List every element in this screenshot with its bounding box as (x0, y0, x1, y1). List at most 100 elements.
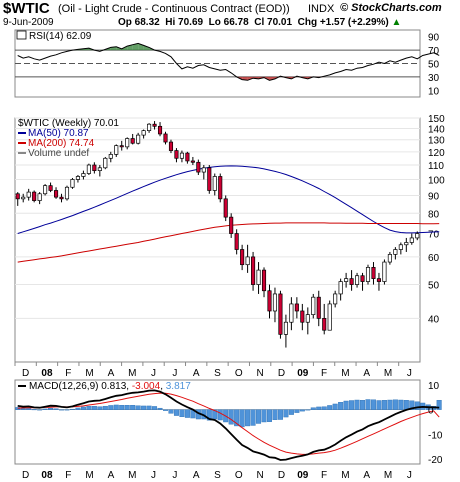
legend-label: MA(200) 74.74 (28, 138, 95, 149)
macd-histogram-bar (173, 409, 179, 416)
macd-histogram-bar (146, 405, 152, 410)
candle-up (108, 154, 113, 159)
x-tick-label: J (407, 368, 412, 379)
candle-down (349, 278, 354, 285)
x-tick-label-bottom: D (22, 470, 29, 481)
candle-down (316, 296, 321, 319)
x-tick-label-bottom: J (407, 470, 412, 481)
x-tick-label: M (128, 368, 136, 379)
candle-down (185, 152, 190, 162)
candle-up (398, 244, 403, 250)
macd-histogram-bar (403, 400, 409, 410)
x-tick-label-bottom: N (257, 470, 264, 481)
x-tick-label: 08 (41, 368, 53, 379)
price-tick-label: 120 (428, 148, 445, 159)
macd-histogram-bar (53, 408, 59, 410)
candle-up (141, 130, 146, 136)
candle-up (97, 167, 102, 171)
candle-up (404, 242, 409, 246)
macd-histogram-bar (398, 399, 404, 410)
candle-down (92, 164, 97, 171)
legend-label: MA(50) 70.87 (28, 128, 89, 139)
macd-histogram-bar (343, 400, 349, 410)
price-tick-label: 80 (428, 209, 440, 220)
brand-logo: © StockCharts.com (340, 2, 442, 14)
price-tick-label: 50 (428, 281, 440, 292)
macd-histogram-bar (37, 409, 43, 411)
candle-up (21, 196, 26, 200)
exchange-label: INDX (308, 3, 335, 15)
macd-tick-label: 0 (428, 406, 434, 417)
candle-down (234, 233, 239, 250)
macd-histogram-bar (299, 409, 305, 412)
price-tick-label: 70 (428, 230, 440, 241)
close-price: Cl 70.01 (254, 17, 293, 28)
macd-title-part: , (160, 381, 166, 392)
candle-down (300, 310, 305, 323)
macd-histogram-bar (370, 399, 376, 410)
macd-histogram-bar (124, 405, 130, 410)
macd-histogram-bar (250, 409, 256, 426)
candle-up (338, 281, 343, 295)
x-tick-label: J (172, 368, 177, 379)
macd-histogram-bar (141, 405, 147, 410)
rsi-line (17, 42, 440, 81)
macd-histogram-bar (239, 409, 245, 428)
candle-up (75, 176, 80, 180)
x-tick-label-bottom: M (85, 470, 93, 481)
price-panel (14, 117, 421, 363)
ticker-symbol: $WTIC (3, 0, 50, 17)
x-tick-label-bottom: F (65, 470, 71, 481)
x-tick-label: O (235, 368, 243, 379)
macd-histogram-bar (217, 409, 223, 421)
macd-histogram-bar (31, 409, 37, 411)
macd-histogram-bar (91, 405, 97, 410)
candle-up (70, 179, 75, 188)
candle-up (327, 303, 332, 331)
x-tick-label-bottom: M (384, 470, 392, 481)
candle-down (261, 269, 267, 292)
rsi-tick-label: 30 (428, 73, 440, 84)
macd-histogram-bar (387, 399, 393, 410)
candle-down (59, 196, 64, 200)
macd-histogram-bar (436, 400, 442, 410)
macd-histogram-bar (327, 405, 333, 410)
open-price: Op 68.32 (118, 17, 160, 28)
candle-down (371, 267, 376, 279)
macd-histogram-bar (42, 408, 48, 410)
candle-down (168, 141, 174, 151)
low-price: Lo 66.78 (208, 17, 249, 28)
candle-up (136, 134, 141, 144)
candle-up (86, 164, 91, 174)
candle-down (218, 176, 223, 200)
x-tick-label-bottom: S (214, 470, 221, 481)
candle-up (289, 303, 294, 323)
candle-up (201, 167, 206, 173)
x-tick-label: A (193, 368, 200, 379)
candle-up (387, 254, 392, 263)
macd-histogram-bar (20, 408, 26, 410)
candle-up (64, 186, 70, 200)
price-tick-label: 110 (428, 161, 444, 172)
macd-histogram-bar (245, 409, 251, 427)
x-tick-label-bottom: A (108, 470, 115, 481)
x-tick-label: M (384, 368, 392, 379)
high-price: Hi 70.69 (165, 17, 204, 28)
macd-histogram-bar (234, 409, 240, 427)
price-tick-label: 90 (428, 191, 440, 202)
candle-down (48, 185, 53, 191)
x-tick-label-bottom: 09 (297, 470, 309, 481)
macd-line (17, 389, 440, 461)
candle-up (245, 256, 250, 266)
legend-label: Volume undef (28, 148, 89, 159)
macd-histogram-bar (294, 409, 300, 413)
candle-down (15, 193, 20, 200)
macd-histogram-bar (360, 400, 366, 410)
candle-down (157, 125, 163, 135)
x-tick-label: J (151, 368, 156, 379)
candle-down (32, 191, 37, 201)
x-tick-label-bottom: J (172, 470, 177, 481)
quote-summary: Op 68.32 Hi 70.69 Lo 66.78 Cl 70.01 Chg … (118, 17, 401, 28)
macd-histogram-bar (272, 409, 278, 420)
